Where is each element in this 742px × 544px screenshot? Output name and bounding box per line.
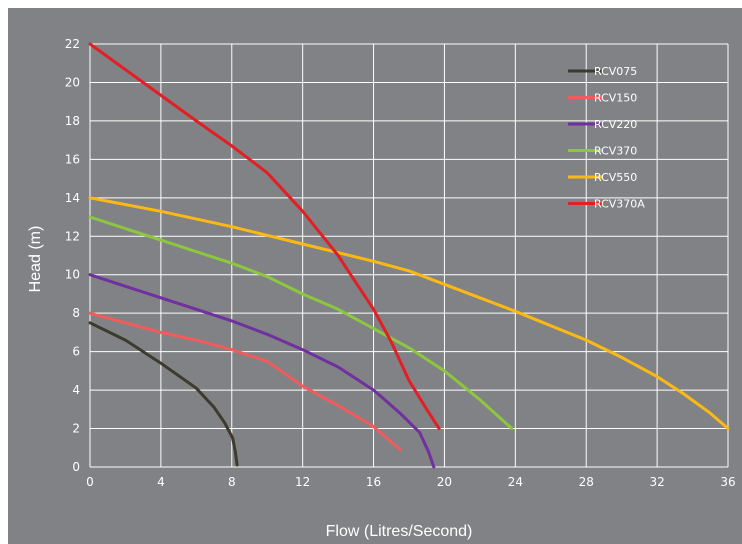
series-line-rcv370a: [88, 42, 441, 430]
series-lines: [88, 42, 730, 469]
legend-label: RCV220: [594, 118, 637, 131]
x-tick-label: 32: [649, 475, 664, 489]
y-tick-label: 14: [65, 191, 80, 205]
series-line-rcv220: [88, 273, 436, 469]
x-tick-label: 24: [508, 475, 523, 489]
y-tick-label: 10: [65, 268, 80, 282]
series-line-rcv150: [88, 311, 402, 452]
series-line-rcv370: [88, 215, 514, 430]
legend-label: RCV370: [594, 145, 637, 158]
legend-label: RCV370A: [594, 198, 645, 211]
y-tick-label: 18: [65, 114, 80, 128]
x-tick-label: 12: [295, 475, 310, 489]
y-tick-label: 22: [65, 37, 80, 51]
legend: RCV075 RCV150 RCV220 RCV370 RCV550 RCV370A: [568, 65, 645, 211]
y-tick-label: 4: [72, 383, 80, 397]
x-tick-label: 28: [579, 475, 594, 489]
x-tick-label: 16: [366, 475, 381, 489]
y-tick-label: 6: [72, 345, 80, 359]
y-tick-label: 2: [72, 422, 80, 436]
x-tick-label: 4: [157, 475, 165, 489]
grid: [89, 43, 729, 468]
x-tick-label: 36: [720, 475, 735, 489]
legend-label: RCV550: [594, 171, 637, 184]
series-line-rcv550: [88, 196, 730, 430]
series-line-rcv075: [88, 321, 239, 467]
chart-frame: 0 4 8 12 16 20 24 28 32 36 0 2 4 6 8 10 12 14 16 18 20 22 RCV…: [8, 8, 742, 544]
legend-label: RCV150: [594, 92, 637, 105]
y-tick-label: 8: [72, 306, 80, 320]
y-tick-label: 20: [65, 75, 80, 89]
legend-label: RCV075: [594, 65, 637, 78]
x-tick-label: 8: [228, 475, 236, 489]
y-tick-label: 0: [72, 460, 80, 474]
y-axis-title: Head (m): [27, 226, 44, 293]
x-axis-title: Flow (Litres/Second): [326, 523, 473, 540]
y-tick-label: 12: [65, 229, 80, 243]
y-tick-label: 16: [65, 152, 80, 166]
x-tick-label: 20: [437, 475, 452, 489]
x-tick-label: 0: [86, 475, 94, 489]
